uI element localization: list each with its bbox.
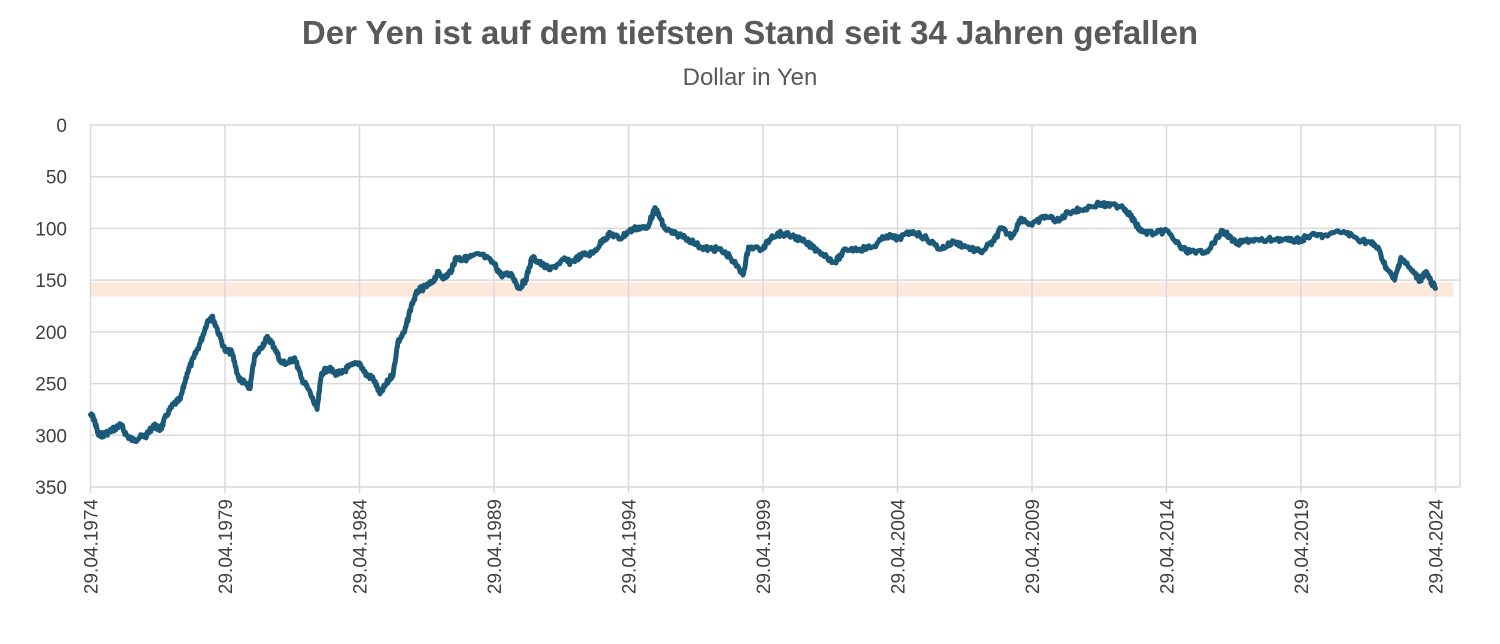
horizontal-gridlines <box>90 124 1460 488</box>
x-tick-label: 29.04.2004 <box>889 499 910 595</box>
chart-title: Der Yen ist auf dem tiefsten Stand seit … <box>301 14 1199 51</box>
x-tick-label: 29.04.1979 <box>216 499 237 594</box>
y-tick-label: 0 <box>56 116 67 137</box>
x-tick-label: 29.04.1999 <box>754 499 775 594</box>
y-tick-label: 300 <box>35 426 67 447</box>
x-axis: 29.04.1974 29.04.1979 29.04.1984 29.04.1989… <box>82 499 1448 595</box>
x-tick-label: 29.04.2009 <box>1023 499 1044 594</box>
series-line-usd-jpy <box>88 199 1438 445</box>
x-tick-label: 29.04.2024 <box>1427 499 1448 595</box>
x-tick-label: 29.04.2019 <box>1292 499 1313 594</box>
x-tick-label: 29.04.1974 <box>82 499 103 595</box>
y-tick-label: 50 <box>46 168 67 189</box>
y-tick-label: 200 <box>35 323 67 344</box>
y-tick-label: 250 <box>35 375 67 396</box>
x-tick-label: 29.04.1989 <box>485 499 506 594</box>
x-tick-label: 29.04.1994 <box>619 499 640 595</box>
x-tick-label: 29.04.1984 <box>351 499 372 595</box>
y-tick-label: 350 <box>35 478 67 499</box>
x-tick-label: 29.04.2014 <box>1157 499 1178 595</box>
highlight-band <box>90 282 1453 297</box>
y-tick-label: 150 <box>35 271 67 292</box>
y-axis: 0 50 100 150 200 250 300 350 <box>35 116 67 499</box>
chart-subtitle: Dollar in Yen <box>682 64 818 91</box>
y-tick-label: 100 <box>35 219 67 240</box>
vertical-gridlines <box>89 125 1461 493</box>
